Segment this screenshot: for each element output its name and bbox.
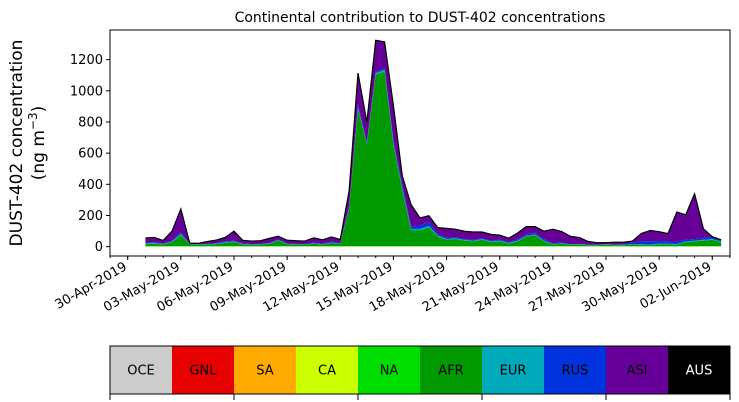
y-axis-label-close: ) — [29, 106, 49, 113]
area-afr — [145, 71, 722, 247]
y-tick-label: 200 — [78, 209, 103, 224]
chart-title: Continental contribution to DUST-402 con… — [235, 10, 606, 26]
legend-label-na: NA — [380, 364, 399, 379]
y-tick-label: 400 — [78, 178, 103, 193]
legend-label-rus: RUS — [562, 364, 589, 379]
y-tick-label: 600 — [78, 147, 103, 162]
x-axis: 30-Apr-201903-May-201906-May-201909-May-… — [53, 256, 731, 315]
y-tick-label: 800 — [78, 115, 103, 130]
legend-swatch-sa — [234, 346, 296, 394]
area-eur — [145, 69, 722, 246]
area-asi — [145, 40, 722, 245]
legend-swatch-na — [358, 346, 420, 394]
total-outline — [145, 39, 722, 244]
legend: OCE GNL SA CA NA AFR EUR RUS ASI AUS — [109, 345, 731, 400]
legend-label-sa: SA — [256, 364, 273, 379]
legend-swatch-oce — [110, 346, 172, 394]
legend-swatch-aus — [668, 346, 730, 394]
y-axis-label-exponent: −3 — [26, 112, 40, 130]
legend-label-asi: ASI — [627, 364, 648, 379]
y-axis-label-unit: (ng m — [29, 130, 49, 180]
plot-frame — [109, 29, 731, 257]
stacked-areas — [145, 40, 722, 247]
y-axis-label-line1: DUST-402 concentration — [7, 40, 27, 247]
area-aus — [145, 40, 722, 244]
legend-label-gnl: GNL — [189, 364, 217, 379]
y-tick-label: 1000 — [70, 84, 103, 99]
legend-swatch-ca — [296, 346, 358, 394]
legend-frame — [109, 345, 731, 395]
legend-label-oce: OCE — [127, 364, 155, 379]
legend-swatch-gnl — [172, 346, 234, 394]
y-axis: 0 200 400 600 800 1000 1200 — [70, 53, 110, 255]
y-axis-label-line2: (ng m−3) — [26, 106, 49, 181]
y-tick-label: 0 — [95, 240, 103, 255]
legend-label-aus: AUS — [686, 364, 713, 379]
y-tick-label: 1200 — [70, 53, 103, 68]
legend-swatch-asi — [606, 346, 668, 394]
legend-swatch-eur — [482, 346, 544, 394]
legend-swatch-afr — [420, 346, 482, 394]
legend-swatch-rus — [544, 346, 606, 394]
legend-label-eur: EUR — [500, 364, 527, 379]
legend-label-afr: AFR — [438, 364, 463, 379]
y-axis-label: DUST-402 concentration (ng m−3) — [7, 40, 49, 247]
legend-label-ca: CA — [318, 364, 336, 379]
area-rus — [145, 68, 722, 245]
